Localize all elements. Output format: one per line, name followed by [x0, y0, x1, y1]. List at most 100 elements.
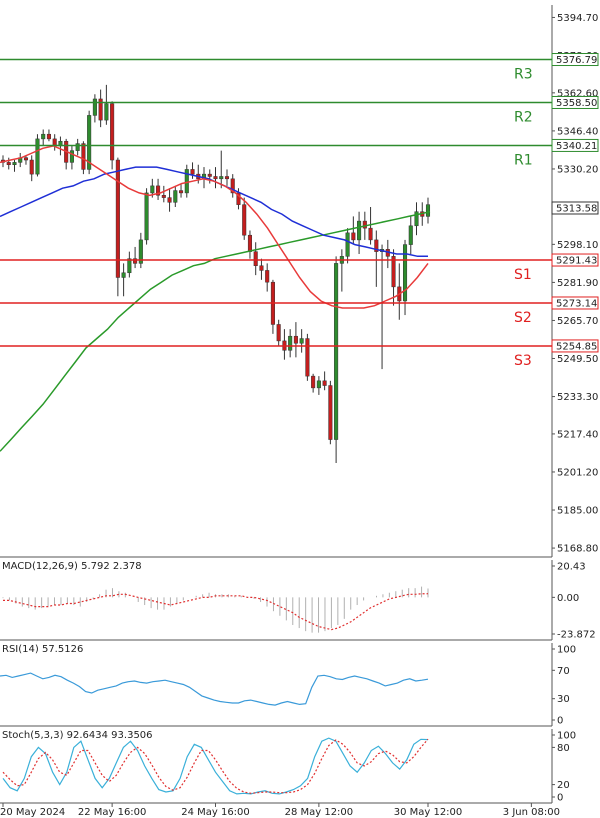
bullish-candle — [345, 232, 350, 257]
bullish-candle — [121, 272, 126, 278]
bearish-candle — [190, 169, 195, 175]
level-value-label: 5340.21 — [556, 141, 597, 152]
price-tick-label: 5201.20 — [557, 467, 598, 478]
bullish-candle — [75, 143, 80, 151]
bearish-candle — [115, 159, 120, 278]
level-value-box — [551, 339, 599, 353]
bullish-candle — [414, 211, 419, 227]
bearish-candle — [230, 178, 235, 194]
price-tick-label: 5346.40 — [557, 126, 598, 137]
bearish-candle — [179, 190, 184, 194]
bearish-candle — [29, 159, 34, 175]
stoch-tick-label: 80 — [557, 743, 570, 754]
bullish-candle — [425, 204, 431, 217]
main-price-panel: 5394.705378.605362.605346.405330.205314.… — [0, 5, 599, 558]
x-tick-label: 24 May 16:00 — [181, 807, 250, 818]
macd-title: MACD(12,26,9) 5.792 2.378 — [2, 561, 142, 572]
bearish-candle — [224, 176, 230, 180]
bearish-candle — [362, 220, 367, 229]
bearish-candle — [46, 133, 51, 140]
bullish-candle — [69, 150, 74, 163]
bullish-candle — [12, 162, 17, 165]
price-tick-label: 5168.80 — [557, 544, 598, 555]
bearish-candle — [167, 197, 172, 203]
bullish-candle — [144, 192, 149, 241]
level-label-s1: S1 — [514, 267, 532, 283]
macd-tick-label: 0.00 — [557, 593, 579, 604]
x-tick-label: 28 May 12:00 — [285, 807, 354, 818]
bullish-candle — [184, 169, 189, 194]
current-price-box — [551, 201, 599, 215]
bearish-candle — [374, 239, 379, 252]
bearish-candle — [391, 256, 396, 288]
price-tick-label: 5330.20 — [557, 164, 598, 175]
bearish-candle — [328, 385, 333, 440]
rsi-tick-label: 30 — [557, 694, 570, 705]
bullish-candle — [104, 103, 109, 121]
bullish-candle — [138, 239, 143, 264]
x-tick-label: 30 May 12:00 — [394, 807, 463, 818]
bullish-candle — [402, 244, 408, 302]
price-tick-label: 5281.90 — [557, 278, 598, 289]
bearish-candle — [207, 173, 212, 177]
ma-fast-red-line — [0, 145, 429, 309]
bullish-candle — [41, 133, 46, 140]
level-value-box — [551, 95, 599, 109]
macd-signal-line — [3, 593, 429, 631]
bullish-candle — [127, 258, 132, 274]
rsi-tick-label: 70 — [557, 666, 570, 677]
x-tick-label: 3 Jun 08:00 — [503, 807, 560, 818]
bearish-candle — [81, 143, 86, 170]
rsi-tick-label: 0 — [557, 716, 563, 727]
bullish-candle — [35, 138, 40, 175]
stoch-d-line — [2, 738, 429, 794]
bearish-candle — [322, 380, 327, 386]
x-axis: 20 May 2024 22 May 16:00 24 May 16:00 28 Ma… — [0, 803, 560, 818]
current-price-label: 5313.58 — [556, 203, 597, 214]
bullish-candle — [299, 338, 304, 344]
price-tick-label: 5185.00 — [557, 506, 598, 517]
macd-panel: 20.43 0.00 -23.872 MACD(12,26,9) 5.792 2.37… — [0, 560, 596, 641]
bullish-candle — [357, 220, 362, 241]
stoch-title: Stoch(5,3,3) 92.6434 93.3506 — [2, 730, 153, 741]
bearish-candle — [23, 157, 29, 161]
bearish-candle — [368, 227, 373, 241]
price-tick-label: 5249.50 — [557, 354, 598, 365]
bearish-candle — [98, 98, 103, 121]
level-value-box — [551, 53, 599, 67]
x-tick-label: 20 May 2024 — [0, 807, 65, 818]
level-label-r1: R1 — [514, 152, 533, 168]
level-value-box — [551, 296, 599, 310]
bearish-candle — [276, 324, 281, 342]
bearish-candle — [133, 258, 138, 264]
bullish-candle — [288, 335, 293, 351]
level-value-label: 5273.14 — [556, 298, 597, 309]
bearish-candle — [110, 103, 115, 161]
bearish-candle — [259, 265, 264, 271]
macd-tick-label: -23.872 — [557, 630, 596, 641]
price-tick-label: 5298.10 — [557, 240, 598, 251]
bearish-candle — [6, 162, 11, 165]
bullish-candle — [87, 115, 92, 170]
price-tick-label: 5394.70 — [557, 13, 598, 24]
level-value-label: 5358.50 — [556, 98, 597, 109]
price-tick-label: 5362.60 — [557, 88, 598, 99]
bullish-candle — [316, 380, 321, 389]
bearish-candle — [311, 375, 316, 389]
price-tick-label: 5233.30 — [557, 392, 598, 403]
x-tick-label: 22 May 16:00 — [78, 807, 147, 818]
level-value-box — [551, 138, 599, 152]
bearish-candle — [156, 185, 161, 196]
price-tick-label: 5217.40 — [557, 429, 598, 440]
bearish-candle — [293, 335, 298, 344]
level-value-box — [551, 253, 599, 267]
ma-slow-green-line — [0, 210, 431, 452]
bearish-candle — [351, 232, 356, 241]
bearish-candle — [253, 251, 258, 266]
rsi-title: RSI(14) 57.5126 — [2, 644, 83, 655]
bullish-candle — [173, 190, 178, 203]
bullish-candle — [92, 98, 97, 116]
